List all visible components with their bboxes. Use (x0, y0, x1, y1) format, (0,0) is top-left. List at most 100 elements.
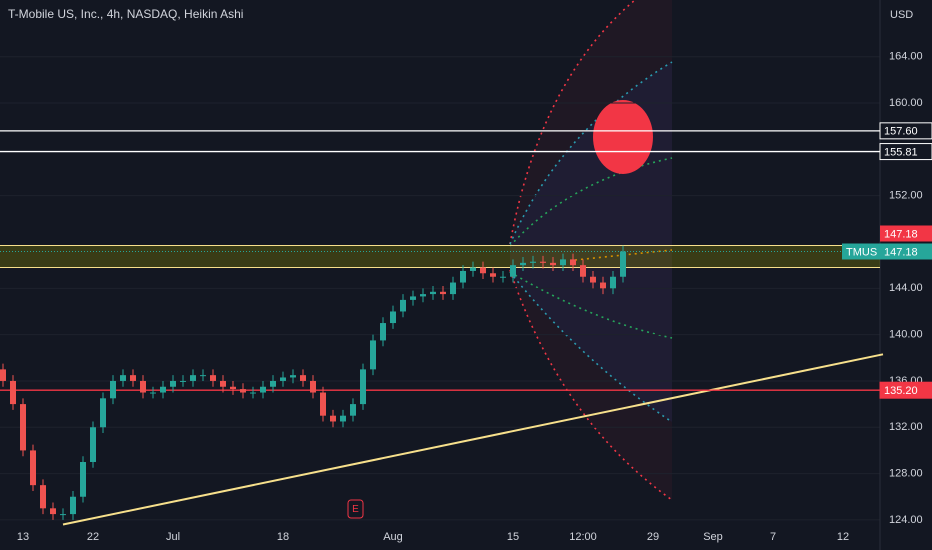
candle-body (350, 404, 356, 416)
y-tick-label: 152.00 (889, 190, 923, 202)
candle-body (620, 251, 626, 277)
level-label: 155.81 (884, 146, 918, 158)
x-tick-label: 18 (277, 531, 289, 543)
cone-line (509, 61, 673, 245)
candle-body (160, 386, 166, 393)
x-tick-label: 7 (770, 531, 776, 543)
candle-body (270, 380, 276, 387)
level-label-box (879, 143, 932, 161)
candle-body (510, 265, 516, 277)
cone-line (509, 157, 673, 247)
candle-body (210, 375, 216, 381)
candle-body (280, 377, 286, 381)
zone (0, 245, 880, 268)
candle-body (530, 261, 536, 263)
earnings-label[interactable]: E (352, 504, 359, 515)
candle-body (150, 392, 156, 394)
candle-body (240, 389, 246, 393)
y-tick-label: 140.00 (889, 329, 923, 341)
x-tick-label: 29 (647, 531, 659, 543)
candle-body (0, 369, 6, 381)
target-marker (593, 100, 653, 174)
candle-body (290, 375, 296, 378)
earnings-icon[interactable] (347, 499, 364, 519)
candle-body (80, 462, 86, 497)
candle-body (340, 415, 346, 422)
candle-body (450, 282, 456, 295)
candle-body (190, 375, 196, 381)
candle-body (580, 265, 586, 277)
candle-body (50, 508, 56, 515)
candle-body (140, 380, 146, 393)
chart-title: T-Mobile US, Inc., 4h, NASDAQ, Heikin As… (8, 7, 243, 21)
y-tick-label: 144.00 (889, 282, 923, 294)
candle-body (310, 380, 316, 393)
candle-body (300, 375, 306, 381)
x-tick-label: 15 (507, 531, 519, 543)
y-tick-label: 132.00 (889, 421, 923, 433)
x-tick-label: Jul (166, 531, 180, 543)
x-tick-label: Aug (383, 531, 403, 543)
price-label: 147.18 (884, 246, 918, 258)
level-label: 135.20 (884, 385, 918, 397)
candle-body (260, 386, 266, 393)
candle-body (610, 276, 616, 289)
cone-line (509, 0, 636, 245)
candle-body (70, 496, 76, 515)
x-tick-label: 13 (17, 531, 29, 543)
candle-body (30, 450, 36, 486)
candle-body (600, 282, 606, 289)
x-tick-label: Sep (703, 531, 723, 543)
candle-body (440, 291, 446, 295)
candle-body (460, 270, 466, 283)
candle-body (170, 380, 176, 387)
candle-body (490, 273, 496, 277)
y-tick-label: 128.00 (889, 467, 923, 479)
candle-body (540, 261, 546, 263)
candle-body (320, 392, 326, 416)
candle-body (220, 380, 226, 387)
candle-body (90, 427, 96, 462)
cone-line (509, 271, 673, 339)
candle-body (480, 267, 486, 274)
symbol-label-box (842, 243, 932, 260)
candle-body (390, 311, 396, 324)
x-tick-label: 12:00 (569, 531, 597, 543)
candle-body (230, 386, 236, 390)
candle-body (550, 262, 556, 266)
candle-body (130, 375, 136, 381)
y-tick-label: 124.00 (889, 514, 923, 526)
candle-body (60, 514, 66, 516)
candle-body (410, 296, 416, 300)
candle-body (120, 375, 126, 381)
y-tick-label: 160.00 (889, 97, 923, 109)
x-tick-label: 12 (837, 531, 849, 543)
candle-body (590, 276, 596, 283)
level-label: 157.60 (884, 126, 918, 138)
candle-body (250, 392, 256, 394)
candle-body (560, 259, 566, 266)
candle-body (40, 485, 46, 509)
trendline (62, 353, 884, 526)
candle-body (100, 398, 106, 428)
y-tick-label: 164.00 (889, 51, 923, 63)
currency-label: USD (890, 9, 913, 21)
candle-body (400, 299, 406, 312)
candle-body (180, 380, 186, 382)
candle-body (420, 294, 426, 297)
price-label-box (880, 225, 932, 242)
candle-body (10, 380, 16, 405)
candle-body (500, 276, 506, 278)
price-label: 147.18 (884, 228, 918, 240)
candle-body (430, 291, 436, 295)
level-label-box (879, 381, 932, 399)
x-tick-label: 22 (87, 531, 99, 543)
candle-body (330, 415, 336, 422)
candle-body (570, 259, 576, 266)
candle-body (370, 340, 376, 370)
level-label-box (879, 122, 932, 140)
candle-body (520, 262, 526, 266)
candle-body (200, 375, 206, 377)
candle-body (20, 404, 26, 451)
candle-body (360, 369, 366, 405)
